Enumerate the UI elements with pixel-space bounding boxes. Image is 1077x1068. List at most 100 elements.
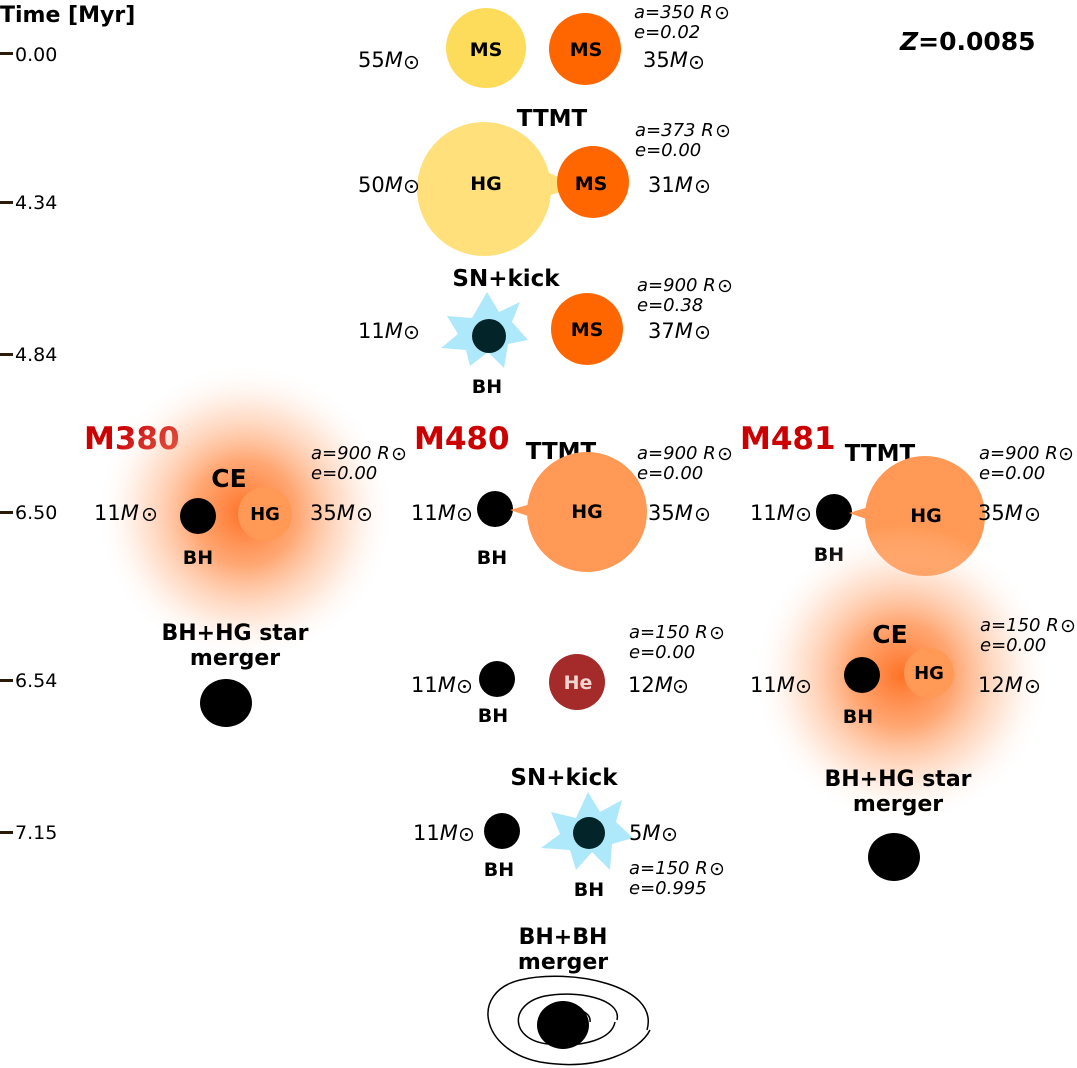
black-hole (484, 813, 520, 849)
event-label: SN+kick (452, 266, 560, 292)
stage-ttmt-1: TTMT HG MS 50M 31M a=373 R e=0.00 (358, 106, 730, 256)
mass-label: 11M (94, 501, 139, 525)
stage-supernova-1: SN+kick BH MS 11M 37M a=900 R e=0.38 (358, 266, 732, 398)
mass-label: 11M (413, 821, 458, 845)
time-axis-title: Time [Myr] (0, 3, 135, 28)
star-label: BH (472, 376, 502, 398)
eccentricity-label: e=0.00 (637, 463, 703, 484)
separation-label: a=150 R (629, 622, 708, 643)
time-tick-label: 4.84 (15, 344, 57, 366)
ms-star-companion (551, 293, 623, 365)
eccentricity-label: e=0.995 (629, 878, 707, 899)
ms-star-secondary (549, 13, 621, 85)
eccentricity-label: e=0.38 (637, 295, 703, 316)
mass-label: 55M (358, 48, 403, 72)
event-label: CE (211, 464, 246, 493)
hg-star (238, 487, 292, 541)
merger-label: merger (853, 792, 943, 817)
model-m380: M380 CE HG BH 11M 35M a=900 R e=0.00 BH+… (84, 363, 406, 727)
mass-label: 11M (750, 501, 795, 525)
mass-label: 5M (629, 821, 661, 845)
event-label: TTMT (517, 106, 588, 132)
separation-label: a=900 R (637, 275, 716, 296)
star-label: HG (571, 501, 603, 523)
merger-label: BH+HG star (161, 621, 308, 646)
separation-label: a=350 R (634, 2, 713, 23)
time-tick-label: 6.50 (15, 502, 57, 524)
star-label: HG (914, 663, 944, 684)
separation-label: a=900 R (311, 443, 390, 464)
star-label: MS (570, 39, 603, 61)
star-label: BH (843, 706, 873, 728)
model-title: M480 (414, 421, 510, 457)
separation-label: a=900 R (637, 443, 716, 464)
mass-label: 11M (411, 673, 456, 697)
hg-star-donor (527, 452, 647, 572)
separation-label: a=373 R (635, 120, 714, 141)
merger-label: merger (518, 950, 608, 975)
time-tick-label: 7.15 (15, 822, 57, 844)
separation-label: a=900 R (979, 443, 1058, 464)
time-tick-label: 4.34 (15, 192, 57, 214)
merger-label: merger (190, 646, 280, 671)
eccentricity-label: e=0.00 (980, 635, 1046, 656)
star-label: MS (470, 39, 503, 61)
hg-star (904, 648, 954, 698)
ms-star-accretor (557, 146, 629, 218)
black-hole (816, 494, 852, 530)
black-hole (573, 817, 605, 849)
mass-label: 35M (310, 501, 355, 525)
eccentricity-label: e=0.00 (979, 463, 1045, 484)
mass-label: 37M (648, 319, 693, 343)
mass-label: 11M (750, 673, 795, 697)
mass-label: 12M (628, 673, 673, 697)
time-tick-label: 0.00 (15, 44, 57, 66)
star-label: BH (183, 547, 213, 569)
star-label: BH (477, 547, 507, 569)
star-label: HG (910, 505, 942, 527)
mass-label: 35M (978, 501, 1023, 525)
merger-remnant (200, 679, 252, 727)
merger-label: BH+BH (519, 925, 608, 950)
merger-remnant (868, 833, 920, 881)
metallicity-label: Z=0.0085 (899, 27, 1036, 56)
hg-star-donor (417, 122, 551, 256)
mass-label: 35M (648, 501, 693, 525)
merger-label: BH+HG star (824, 767, 971, 792)
ms-star-primary (446, 8, 526, 88)
separation-label: a=150 R (629, 858, 708, 879)
mass-label: 35M (643, 48, 688, 72)
star-label: He (564, 672, 593, 694)
black-hole (479, 661, 515, 697)
eccentricity-label: e=0.02 (634, 22, 700, 43)
event-label: SN+kick (510, 765, 618, 791)
model-m481: M481 TTMT HG BH 11M 35M a=900 R e=0.00 C… (740, 421, 1075, 881)
time-axis-ticks (0, 52, 13, 834)
stage-initial: MS MS 55M 35M a=350 R e=0.02 (358, 2, 729, 88)
eccentricity-label: e=0.00 (629, 642, 695, 663)
common-envelope-glow (752, 525, 1052, 825)
star-label: BH (478, 705, 508, 727)
mass-label: 50M (358, 173, 403, 197)
mass-label: 11M (411, 501, 456, 525)
star-label: HG (250, 504, 280, 525)
black-hole (844, 657, 880, 693)
model-m480: M480 TTMT HG BH 11M 35M a=900 R e=0.00 H… (411, 421, 732, 1066)
merger-remnant (537, 1001, 589, 1049)
star-label: BH (574, 879, 604, 901)
mass-label: 12M (978, 673, 1023, 697)
helium-star (549, 654, 605, 710)
separation-label: a=150 R (980, 615, 1059, 636)
event-label: CE (872, 620, 907, 649)
star-label: BH (484, 859, 514, 881)
star-label: MS (575, 173, 608, 195)
mass-label: 11M (358, 319, 403, 343)
model-title: M481 (740, 421, 836, 457)
black-hole (472, 319, 506, 353)
star-label: MS (571, 319, 604, 341)
eccentricity-label: e=0.00 (311, 463, 377, 484)
black-hole (477, 491, 513, 527)
mass-label: 31M (648, 173, 693, 197)
star-label: HG (470, 173, 502, 195)
